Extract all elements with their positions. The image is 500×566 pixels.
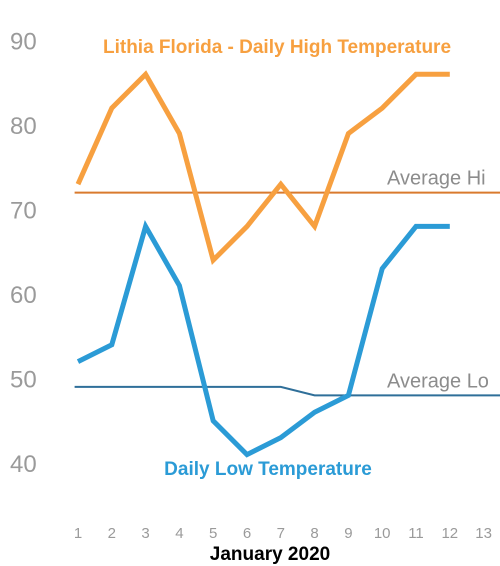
x-tick-label: 2 (108, 525, 116, 542)
x-tick-label: 3 (141, 525, 149, 542)
x-axis-label: January 2020 (210, 544, 330, 565)
average-hi-label: Average Hi (387, 168, 486, 190)
y-tick-label: 80 (10, 113, 37, 140)
average-lo-line (74, 385, 500, 397)
reference-lines: Average Hi Average Lo (74, 168, 500, 397)
y-tick-label: 40 (10, 451, 37, 478)
high-series-label: Lithia Florida - Daily High Temperature (103, 37, 451, 58)
x-tick-label: 10 (374, 525, 391, 542)
daily-low-line (76, 220, 450, 458)
y-tick-label: 70 (10, 198, 37, 225)
y-tick-label: 50 (10, 367, 37, 394)
x-tick-label: 6 (243, 525, 251, 542)
series-lines (75, 70, 450, 458)
x-tick-label: 8 (310, 525, 318, 542)
low-series-label: Daily Low Temperature (164, 459, 372, 480)
y-tick-labels: 40 50 60 70 80 90 (10, 29, 37, 479)
x-tick-label: 13 (475, 525, 492, 542)
x-tick-label: 11 (408, 525, 424, 542)
average-lo-label: Average Lo (387, 370, 489, 392)
y-tick-label: 90 (10, 29, 37, 56)
x-tick-labels: 1 2 3 4 5 6 7 8 9 10 11 12 13 (74, 525, 492, 542)
daily-high-line (75, 70, 450, 266)
x-tick-label: 12 (441, 525, 458, 542)
x-tick-label: 1 (74, 525, 82, 542)
y-tick-label: 60 (10, 282, 37, 309)
x-tick-label: 7 (277, 525, 285, 542)
x-tick-label: 5 (209, 525, 217, 542)
x-tick-label: 9 (344, 525, 352, 542)
x-tick-label: 4 (175, 525, 183, 542)
